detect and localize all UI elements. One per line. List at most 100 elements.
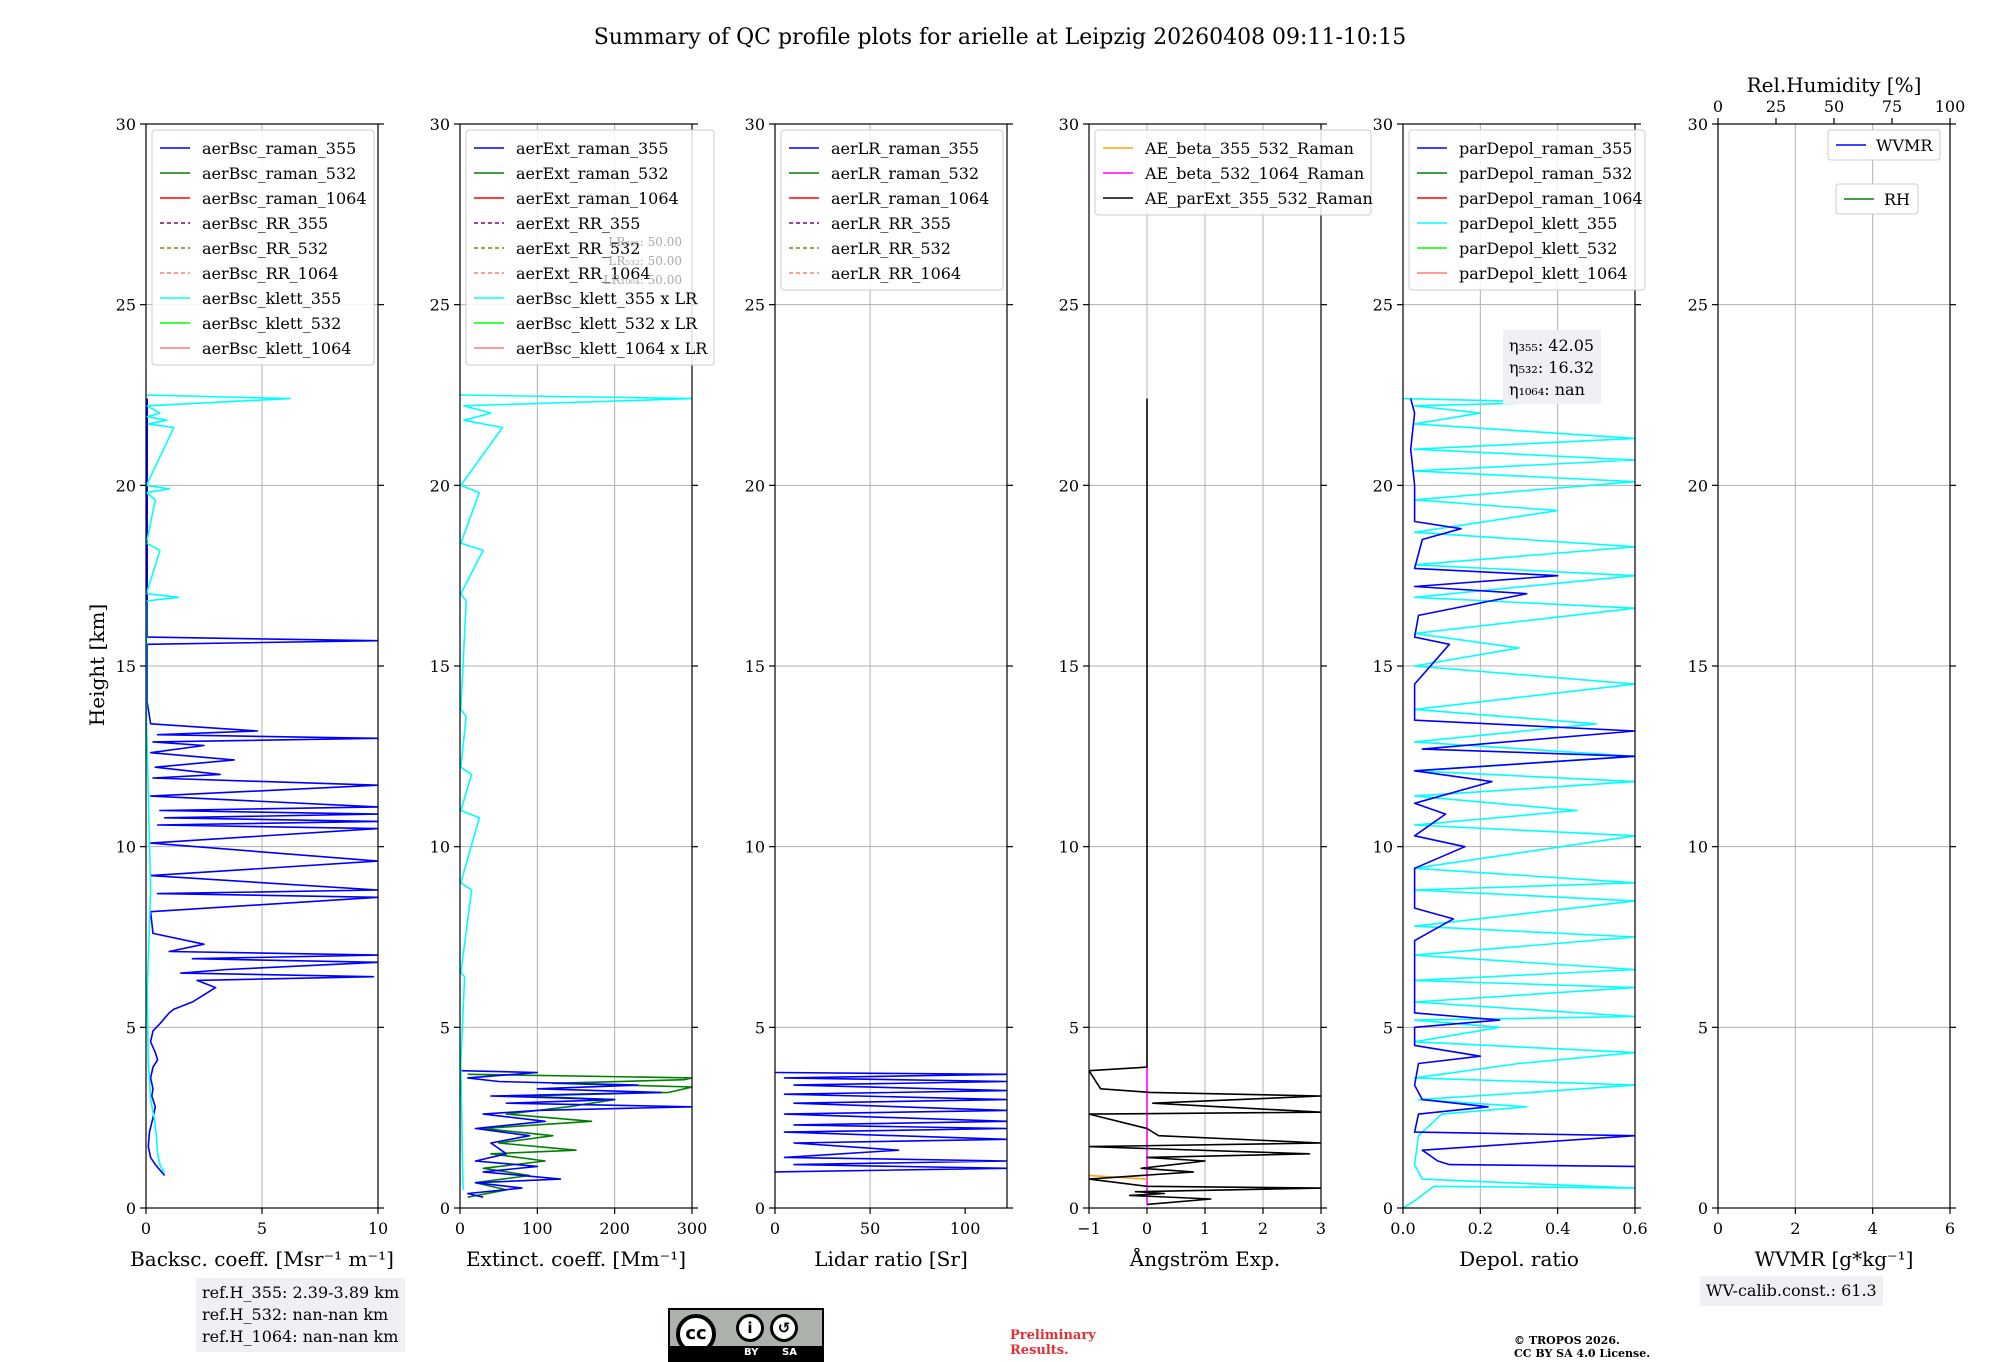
x-tick-label: 0.0 xyxy=(1390,1219,1415,1238)
x-tick-label: 0.4 xyxy=(1545,1219,1570,1238)
y-tick-label: 25 xyxy=(1688,296,1708,315)
legend-label: parDepol_raman_1064 xyxy=(1459,189,1643,208)
y-tick-label: 15 xyxy=(430,657,450,676)
reference-height-box: ref.H_355: 2.39-3.89 km ref.H_532: nan-n… xyxy=(196,1278,405,1352)
wv-calib-constant: WV-calib.const.: 61.3 xyxy=(1706,1280,1877,1302)
y-tick-label: 0 xyxy=(440,1199,450,1218)
y-tick-label: 30 xyxy=(745,115,765,134)
y-tick-label: 15 xyxy=(745,657,765,676)
top-x-axis-label: Rel.Humidity [%] xyxy=(1747,73,1922,97)
y-tick-label: 15 xyxy=(1373,657,1393,676)
x-axis-label: Depol. ratio xyxy=(1459,1247,1579,1271)
series-group xyxy=(775,1073,1007,1172)
legend-label: aerBsc_RR_1064 xyxy=(202,264,338,283)
ref-height-355: ref.H_355: 2.39-3.89 km xyxy=(202,1282,399,1304)
x-tick-label: 0 xyxy=(1713,1219,1723,1238)
legend-label: aerBsc_raman_355 xyxy=(202,139,356,158)
figure-canvas: Summary of QC profile plots for arielle … xyxy=(0,0,2000,1360)
y-tick-label: 0 xyxy=(1069,1199,1079,1218)
y-tick-label: 20 xyxy=(1373,476,1393,495)
series-aerext-raman-355 xyxy=(460,1071,692,1198)
x-tick-label: 200 xyxy=(599,1219,630,1238)
cc-sa-label: SA xyxy=(782,1346,797,1360)
x-tick-label: 50 xyxy=(860,1219,880,1238)
ref-height-1064: ref.H_1064: nan-nan km xyxy=(202,1326,399,1348)
legend-label: AE_beta_355_532_Raman xyxy=(1144,139,1354,158)
share-alike-icon: ↺ xyxy=(770,1314,798,1342)
preliminary-notice: Preliminary Results. xyxy=(1010,1328,1096,1358)
x-tick-label: 2 xyxy=(1258,1219,1268,1238)
panel-bsc: 0510152025300 5 10Backsc. coeff. [Msr⁻¹ m⁻… xyxy=(116,115,394,1271)
legend-rh: RH xyxy=(1836,184,1918,214)
eta-value: η₃₅₅: 42.05 xyxy=(1509,336,1594,355)
copyright-line-2: CC BY SA 4.0 License. xyxy=(1514,1347,1650,1360)
legend-label: aerLR_raman_355 xyxy=(831,139,979,158)
series-pardepol-klett-355 xyxy=(1403,399,1635,1208)
x-axis-label: Ångström Exp. xyxy=(1129,1246,1280,1271)
y-tick-label: 5 xyxy=(440,1018,450,1037)
series-aerbsc-klett-355 xyxy=(146,395,290,1174)
y-tick-label: 10 xyxy=(745,838,765,857)
y-tick-label: 5 xyxy=(1383,1018,1393,1037)
cc-license-badge: cc i ↺ BY SA xyxy=(668,1308,824,1362)
y-tick-label: 15 xyxy=(1688,657,1708,676)
y-tick-label: 5 xyxy=(755,1018,765,1037)
legend-label: aerExt_raman_532 xyxy=(516,164,669,183)
legend-label: aerBsc_raman_1064 xyxy=(202,189,367,208)
lr-annotation: LR₅₃₂: 50.00 xyxy=(608,254,682,268)
top-x-tick-label: 0 xyxy=(1713,97,1723,116)
top-x-tick-label: 50 xyxy=(1824,97,1844,116)
x-tick-label: 0 xyxy=(455,1219,465,1238)
legend-label: WVMR xyxy=(1876,136,1933,155)
cc-by-label: BY xyxy=(744,1346,758,1360)
legend-label: aerExt_RR_355 xyxy=(516,214,640,233)
x-tick-label: −1 xyxy=(1077,1219,1101,1238)
copyright-notice: © TROPOS 2026. CC BY SA 4.0 License. xyxy=(1514,1334,1650,1360)
wv-calibration-box: WV-calib.const.: 61.3 xyxy=(1700,1276,1883,1306)
legend-label: RH xyxy=(1884,190,1910,209)
y-tick-label: 25 xyxy=(1059,296,1079,315)
x-tick-label: 0.6 xyxy=(1622,1219,1647,1238)
legend-label: parDepol_klett_532 xyxy=(1459,239,1617,258)
y-tick-label: 20 xyxy=(116,476,136,495)
y-tick-label: 20 xyxy=(1688,476,1708,495)
x-tick-label: 100 xyxy=(522,1219,553,1238)
legend-label: aerBsc_raman_532 xyxy=(202,164,356,183)
x-tick-label: 3 xyxy=(1316,1219,1326,1238)
series-aerbsc-raman-355 xyxy=(147,399,378,1176)
legend-wvmr: WVMR xyxy=(1828,130,1940,160)
lr-annotation: LR₁₀₆₄: 50.00 xyxy=(604,273,682,287)
legend: aerBsc_raman_355 aerBsc_raman_532 aerBsc_r… xyxy=(152,130,374,365)
person-icon: i xyxy=(736,1314,764,1342)
ref-height-532: ref.H_532: nan-nan km xyxy=(202,1304,399,1326)
figure-title: Summary of QC profile plots for arielle … xyxy=(594,25,1407,50)
legend-label: parDepol_klett_1064 xyxy=(1459,264,1628,283)
y-tick-label: 10 xyxy=(1373,838,1393,857)
legend-label: aerBsc_klett_355 xyxy=(202,289,341,308)
legend-label: AE_parExt_355_532_Raman xyxy=(1144,189,1373,208)
y-tick-label: 30 xyxy=(1059,115,1079,134)
legend-label: aerLR_raman_532 xyxy=(831,164,979,183)
legend-label: aerBsc_RR_355 xyxy=(202,214,328,233)
y-tick-label: 30 xyxy=(116,115,136,134)
y-tick-label: 15 xyxy=(1059,657,1079,676)
y-tick-label: 15 xyxy=(116,657,136,676)
y-tick-label: 25 xyxy=(745,296,765,315)
legend: parDepol_raman_355parDepol_raman_532parD… xyxy=(1409,130,1645,290)
lr-annotation: LR₃₅₅: 50.00 xyxy=(608,235,682,249)
x-tick-label: 100 xyxy=(950,1219,981,1238)
legend-label: parDepol_klett_355 xyxy=(1459,214,1617,233)
y-tick-label: 25 xyxy=(430,296,450,315)
x-tick-label: 2 xyxy=(1790,1219,1800,1238)
preliminary-line-2: Results. xyxy=(1010,1343,1096,1358)
eta-value: η₁₀₆₄: nan xyxy=(1509,380,1585,399)
x-tick-label: 0.2 xyxy=(1468,1219,1493,1238)
legend-label: parDepol_raman_532 xyxy=(1459,164,1632,183)
y-tick-label: 0 xyxy=(1698,1199,1708,1218)
y-tick-label: 20 xyxy=(430,476,450,495)
legend-label: aerLR_RR_532 xyxy=(831,239,951,258)
top-x-tick-label: 100 xyxy=(1935,97,1966,116)
